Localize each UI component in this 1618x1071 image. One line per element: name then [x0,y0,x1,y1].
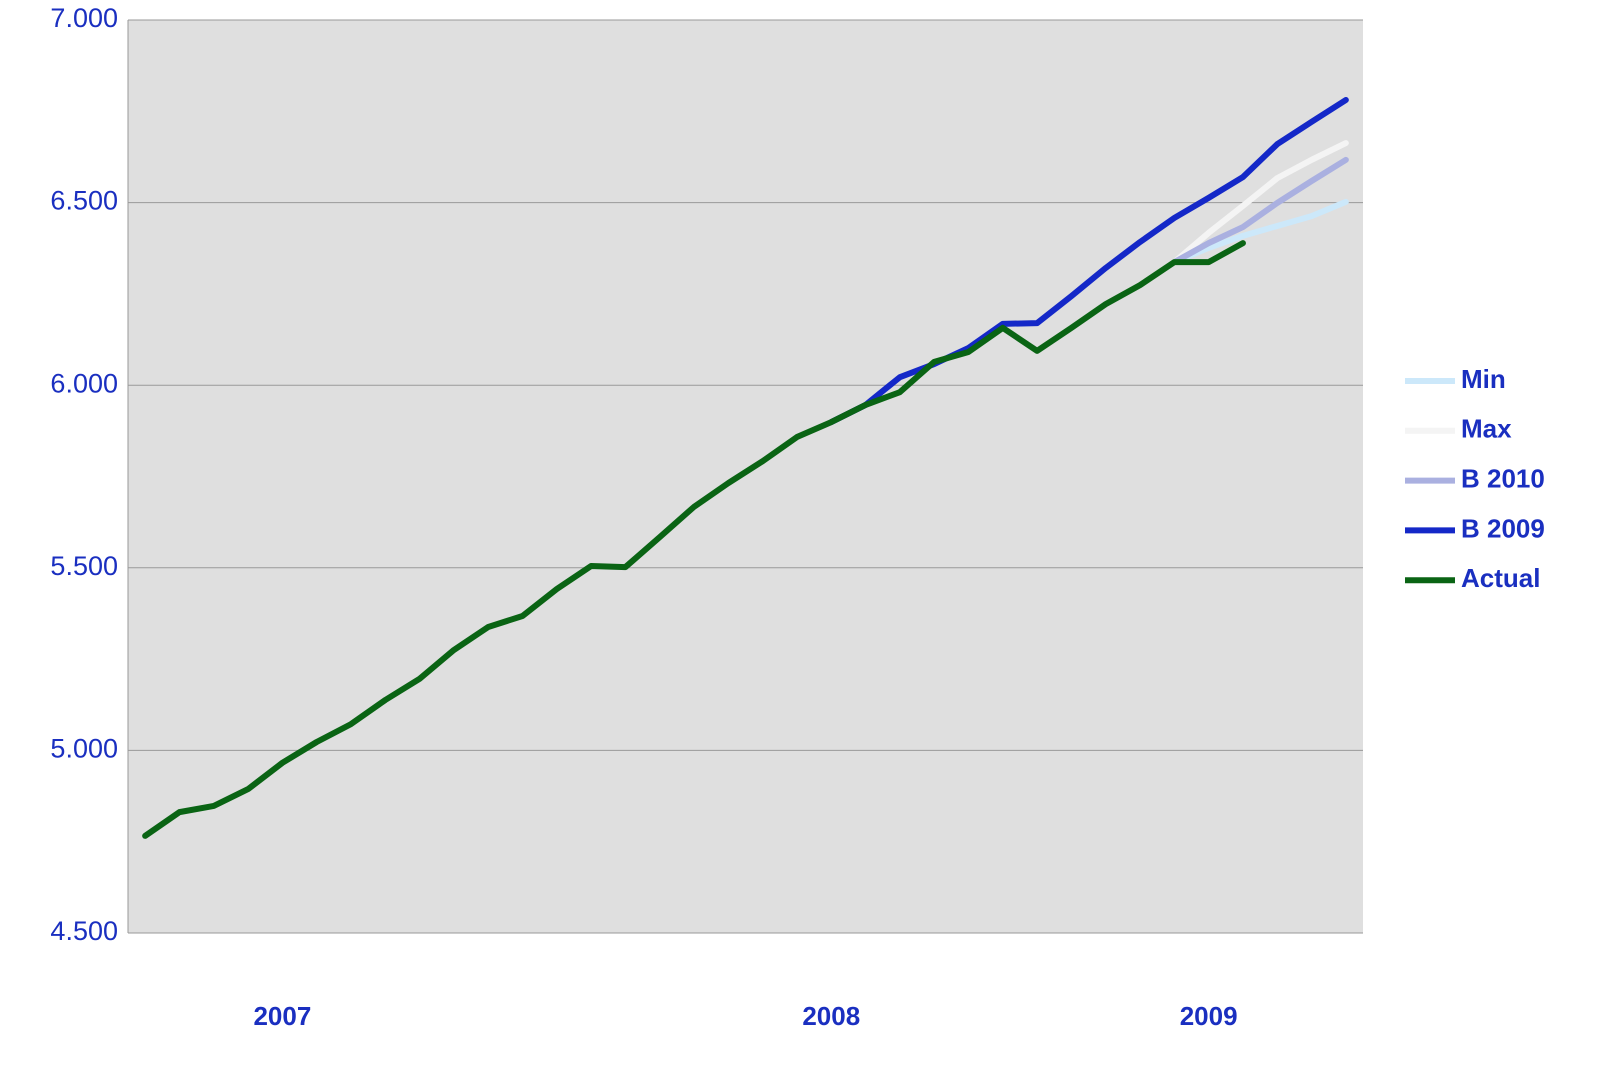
y-tick-label: 6.000 [50,368,118,398]
x-tick-label: 2008 [802,1001,860,1031]
y-tick-label: 4.500 [50,916,118,946]
legend-label: Min [1461,364,1506,394]
series-line [1171,156,1349,266]
y-tick-label: 6.500 [50,186,118,216]
legend-label: Max [1461,414,1512,444]
x-tick-label: 2009 [1180,1001,1238,1031]
plot-area [128,20,1363,933]
legend-label: Actual [1461,563,1540,593]
series-line [1171,140,1349,266]
y-tick-label: 5.000 [50,734,118,764]
y-tick-label: 5.500 [50,551,118,581]
legend-label: B 2009 [1461,513,1545,543]
series-line [142,240,1246,839]
x-tick-label: 2007 [253,1001,311,1031]
y-tick-label: 7.000 [50,3,118,33]
series-line [828,96,1349,426]
legend-label: B 2010 [1461,463,1545,493]
series-line [1171,198,1349,266]
